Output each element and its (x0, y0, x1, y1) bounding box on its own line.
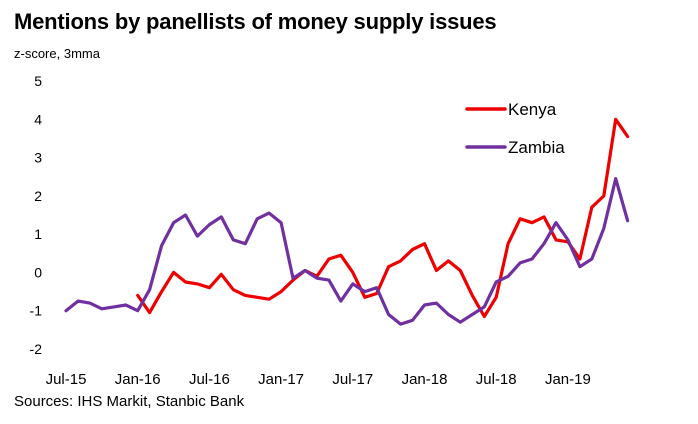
legend-label-kenya: Kenya (508, 100, 557, 119)
x-tick-label: Jan-17 (258, 371, 304, 388)
series-line-kenya (136, 117, 630, 319)
y-tick-label: -2 (30, 341, 43, 357)
y-tick-label: 2 (34, 188, 42, 204)
y-tick-label: 1 (34, 226, 42, 242)
y-tick-label: -1 (30, 303, 43, 319)
x-tick-label: Jul-18 (476, 371, 517, 388)
y-axis-units-label: z-score, 3mma (14, 46, 100, 61)
x-tick-label: Jan-18 (402, 371, 448, 388)
x-tick-label: Jul-16 (189, 371, 230, 388)
x-tick-label: Jan-19 (545, 371, 591, 388)
x-tick-label: Jul-17 (332, 371, 373, 388)
y-tick-label: 5 (34, 73, 42, 89)
x-tick-label: Jul-15 (46, 371, 87, 388)
source-note: Sources: IHS Markit, Stanbic Bank (14, 393, 245, 410)
y-tick-label: 0 (34, 264, 42, 280)
y-tick-label: 3 (34, 150, 42, 166)
series-line-zambia (64, 177, 630, 326)
x-tick-label: Jan-16 (115, 371, 161, 388)
y-tick-label: 4 (34, 111, 42, 127)
chart-title: Mentions by panellists of money supply i… (14, 9, 497, 34)
legend-label-zambia: Zambia (508, 138, 565, 157)
